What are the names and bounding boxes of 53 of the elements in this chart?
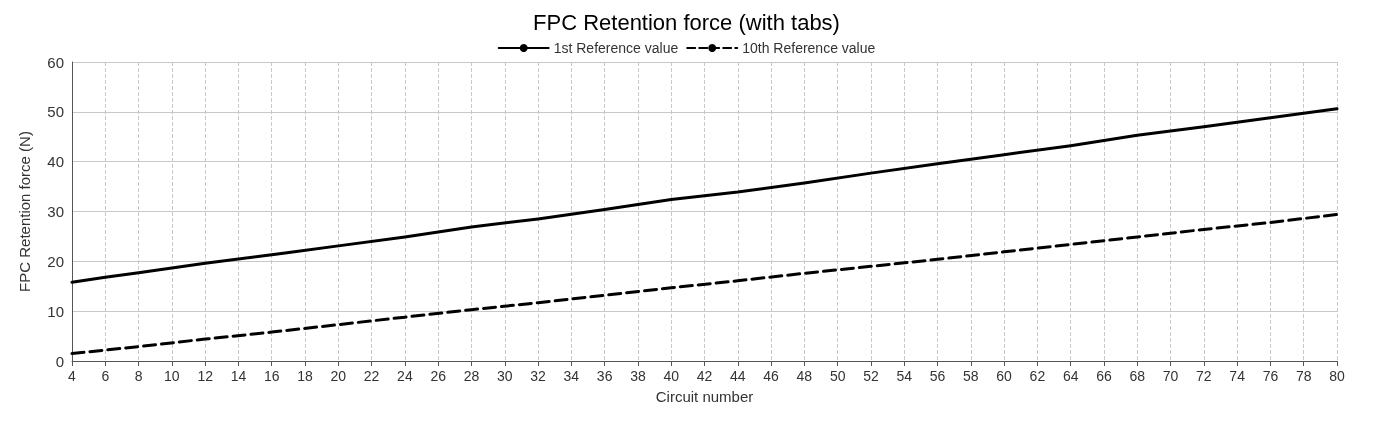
x-tick-label: 72 [1196,368,1212,384]
x-tick-label: 14 [230,368,247,384]
y-tick-label: 0 [55,352,64,370]
x-tick-label: 38 [630,368,646,384]
x-axis-title: Circuit number [655,388,754,405]
x-tick-label: 28 [463,368,480,384]
legend-label: 1st Reference value [553,40,679,56]
y-axis-title: FPC Retention force (N) [16,131,33,292]
x-tick-label: 44 [730,368,746,384]
line-series [70,212,1339,356]
x-tick-label: 52 [863,368,879,384]
x-tick-label: 78 [1295,368,1312,384]
x-tick-label: 74 [1229,368,1246,384]
y-tick-label: 30 [47,203,64,220]
x-tick-label: 8 [134,368,143,384]
x-tick-label: 16 [263,368,280,384]
legend-label: 10th Reference value [742,40,876,56]
x-tick-label: 32 [530,368,547,384]
x-tick-label: 62 [1029,368,1046,384]
y-tick-label: 60 [47,53,64,71]
x-tick-label: 6 [101,368,110,384]
chart-title: FPC Retention force (with tabs) [533,9,840,35]
x-tick-label: 34 [563,368,580,384]
x-tick-label: 36 [596,368,613,384]
x-tick-label: 68 [1129,368,1146,384]
y-tick-label: 50 [47,103,64,121]
x-tick-label: 56 [929,368,946,384]
x-tick-label: 4 [68,368,77,384]
x-tick-label: 46 [763,368,780,384]
x-tick-label: 64 [1062,368,1079,384]
x-tick-label: 40 [663,368,680,384]
x-tick-label: 20 [330,368,347,384]
y-tick-label: 20 [47,252,64,270]
x-tick-label: 22 [363,368,380,384]
x-tick-label: 54 [896,368,913,384]
x-tick-label: 70 [1162,368,1179,384]
line-series [70,107,1339,284]
x-tick-label: 12 [197,368,214,384]
x-tick-label: 30 [496,368,513,384]
y-tick-label: 40 [47,153,64,171]
x-tick-label: 24 [397,368,413,384]
y-tick-label: 10 [47,302,64,320]
x-tick-label: 18 [297,368,314,384]
x-tick-label: 60 [996,368,1013,384]
x-tick-label: 48 [796,368,813,384]
x-tick-label: 76 [1262,368,1279,384]
x-tick-label: 42 [696,368,713,384]
x-tick-label: 10 [164,368,180,384]
x-tick-label: 26 [430,368,447,384]
x-tick-label: 80 [1329,368,1345,384]
x-tick-label: 66 [1096,368,1112,384]
x-tick-label: 50 [829,368,846,384]
x-tick-label: 58 [963,368,979,384]
